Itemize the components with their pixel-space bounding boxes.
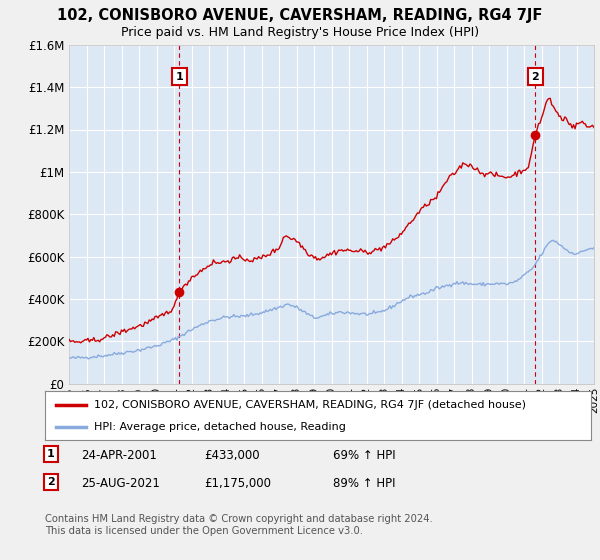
Text: £433,000: £433,000 [204,449,260,462]
Text: 2: 2 [47,477,55,487]
Text: 2: 2 [532,72,539,82]
Text: 102, CONISBORO AVENUE, CAVERSHAM, READING, RG4 7JF (detached house): 102, CONISBORO AVENUE, CAVERSHAM, READIN… [94,399,526,409]
Text: £1,175,000: £1,175,000 [204,477,271,490]
Text: 25-AUG-2021: 25-AUG-2021 [81,477,160,490]
Text: 89% ↑ HPI: 89% ↑ HPI [333,477,395,490]
Text: 102, CONISBORO AVENUE, CAVERSHAM, READING, RG4 7JF: 102, CONISBORO AVENUE, CAVERSHAM, READIN… [58,8,542,24]
Text: 1: 1 [47,449,55,459]
Text: 24-APR-2001: 24-APR-2001 [81,449,157,462]
Text: Contains HM Land Registry data © Crown copyright and database right 2024.
This d: Contains HM Land Registry data © Crown c… [45,514,433,536]
Text: Price paid vs. HM Land Registry's House Price Index (HPI): Price paid vs. HM Land Registry's House … [121,26,479,39]
Text: 69% ↑ HPI: 69% ↑ HPI [333,449,395,462]
Text: 1: 1 [176,72,183,82]
Text: HPI: Average price, detached house, Reading: HPI: Average price, detached house, Read… [94,422,346,432]
